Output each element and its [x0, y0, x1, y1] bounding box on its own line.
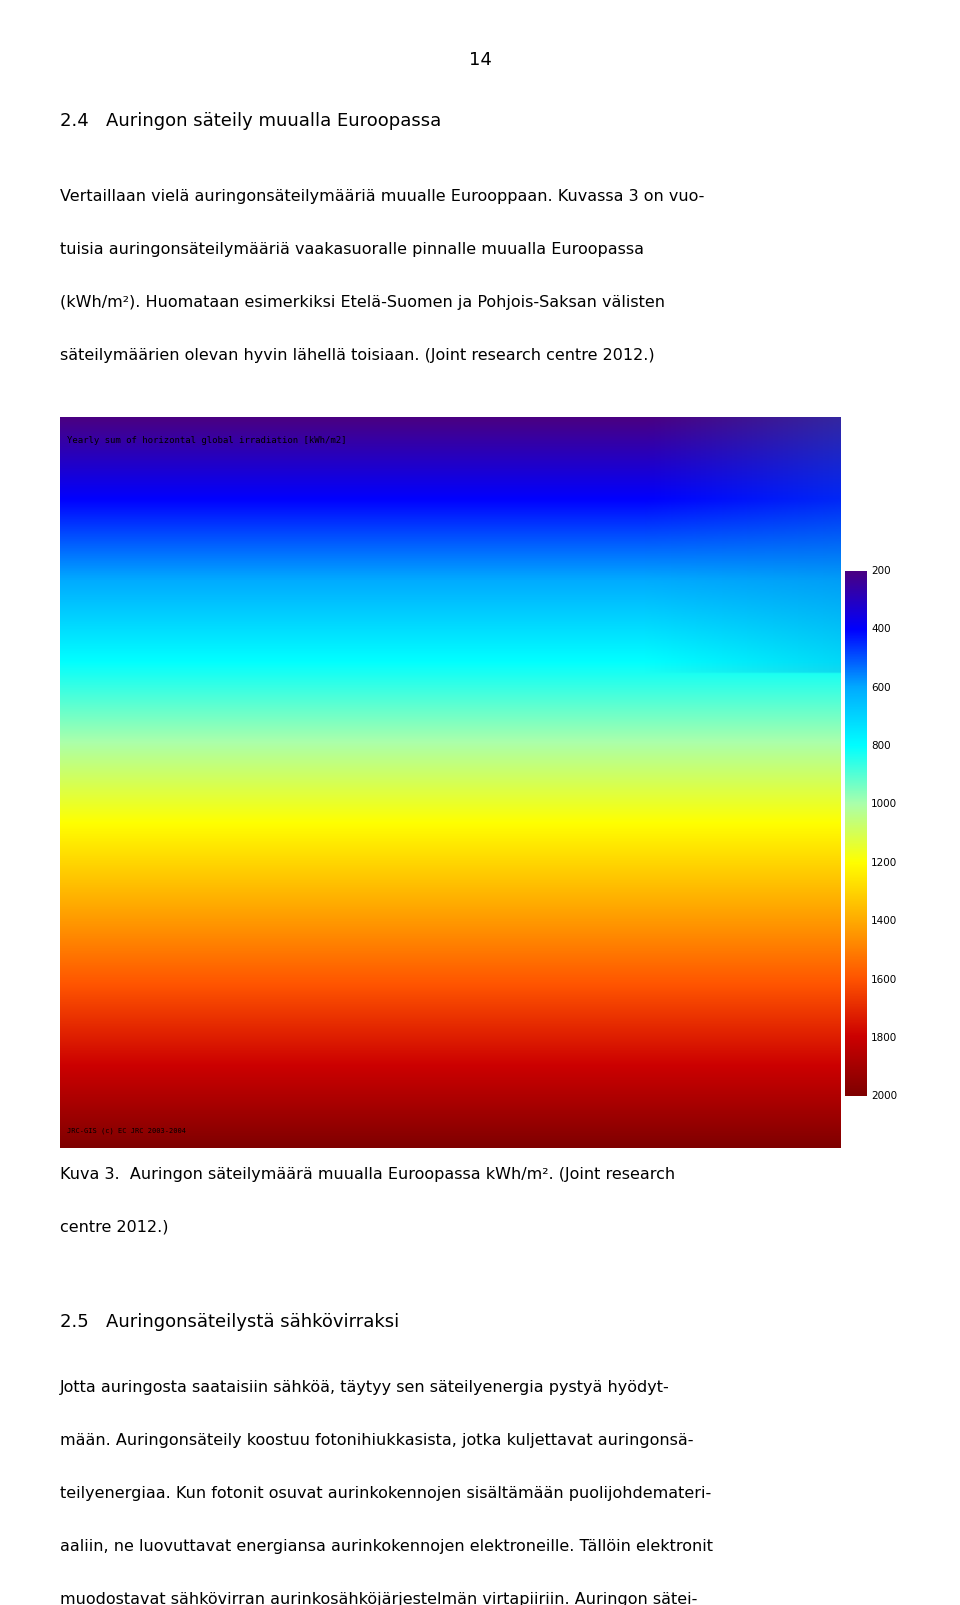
Text: 14: 14	[468, 51, 492, 69]
Text: 600: 600	[872, 682, 891, 692]
Text: centre 2012.): centre 2012.)	[60, 1220, 168, 1234]
Text: 1400: 1400	[872, 916, 898, 926]
Text: 1000: 1000	[872, 799, 898, 809]
Text: (kWh/m²). Huomataan esimerkiksi Etelä-Suomen ja Pohjois-Saksan välisten: (kWh/m²). Huomataan esimerkiksi Etelä-Su…	[60, 295, 664, 310]
Text: 1600: 1600	[872, 974, 898, 984]
Text: muodostavat sähkövirran aurinkosähköjärjestelmän virtapiiriin. Auringon sätei-: muodostavat sähkövirran aurinkosähköjärj…	[60, 1592, 697, 1605]
Text: 200: 200	[872, 565, 891, 576]
Text: JRC-GIS (c) EC JRC 2003-2004: JRC-GIS (c) EC JRC 2003-2004	[67, 1128, 186, 1135]
Text: 2.5   Auringonsäteilystä sähkövirraksi: 2.5 Auringonsäteilystä sähkövirraksi	[60, 1313, 398, 1331]
Text: teilyenergiaa. Kun fotonit osuvat aurinkokennojen sisältämään puolijohdemateri-: teilyenergiaa. Kun fotonit osuvat aurink…	[60, 1486, 710, 1501]
Text: 1200: 1200	[872, 857, 898, 868]
Text: mään. Auringonsäteily koostuu fotonihiukkasista, jotka kuljettavat auringonsä-: mään. Auringonsäteily koostuu fotonihiuk…	[60, 1433, 693, 1448]
Text: aaliin, ne luovuttavat energiansa aurinkokennojen elektroneille. Tällöin elektro: aaliin, ne luovuttavat energiansa aurink…	[60, 1539, 712, 1554]
Text: 1800: 1800	[872, 1034, 898, 1043]
Text: Yearly sum of horizontal global irradiation [kWh/m2]: Yearly sum of horizontal global irradiat…	[67, 435, 347, 445]
Text: tuisia auringonsäteilymääriä vaakasuoralle pinnalle muualla Euroopassa: tuisia auringonsäteilymääriä vaakasuoral…	[60, 242, 643, 257]
Text: 2.4   Auringon säteily muualla Euroopassa: 2.4 Auringon säteily muualla Euroopassa	[60, 112, 441, 130]
Text: Jotta auringosta saataisiin sähköä, täytyy sen säteilyenergia pystyä hyödyt-: Jotta auringosta saataisiin sähköä, täyt…	[60, 1380, 669, 1395]
Text: säteilymäärien olevan hyvin lähellä toisiaan. (Joint research centre 2012.): säteilymäärien olevan hyvin lähellä tois…	[60, 348, 654, 363]
Text: Kuva 3.  Auringon säteilymäärä muualla Euroopassa kWh/m². (Joint research: Kuva 3. Auringon säteilymäärä muualla Eu…	[60, 1167, 675, 1181]
Text: 2000: 2000	[872, 1091, 898, 1101]
Text: 800: 800	[872, 742, 891, 751]
Text: 400: 400	[872, 624, 891, 634]
Text: Vertaillaan vielä auringonsäteilymääriä muualle Eurooppaan. Kuvassa 3 on vuo-: Vertaillaan vielä auringonsäteilymääriä …	[60, 189, 704, 204]
